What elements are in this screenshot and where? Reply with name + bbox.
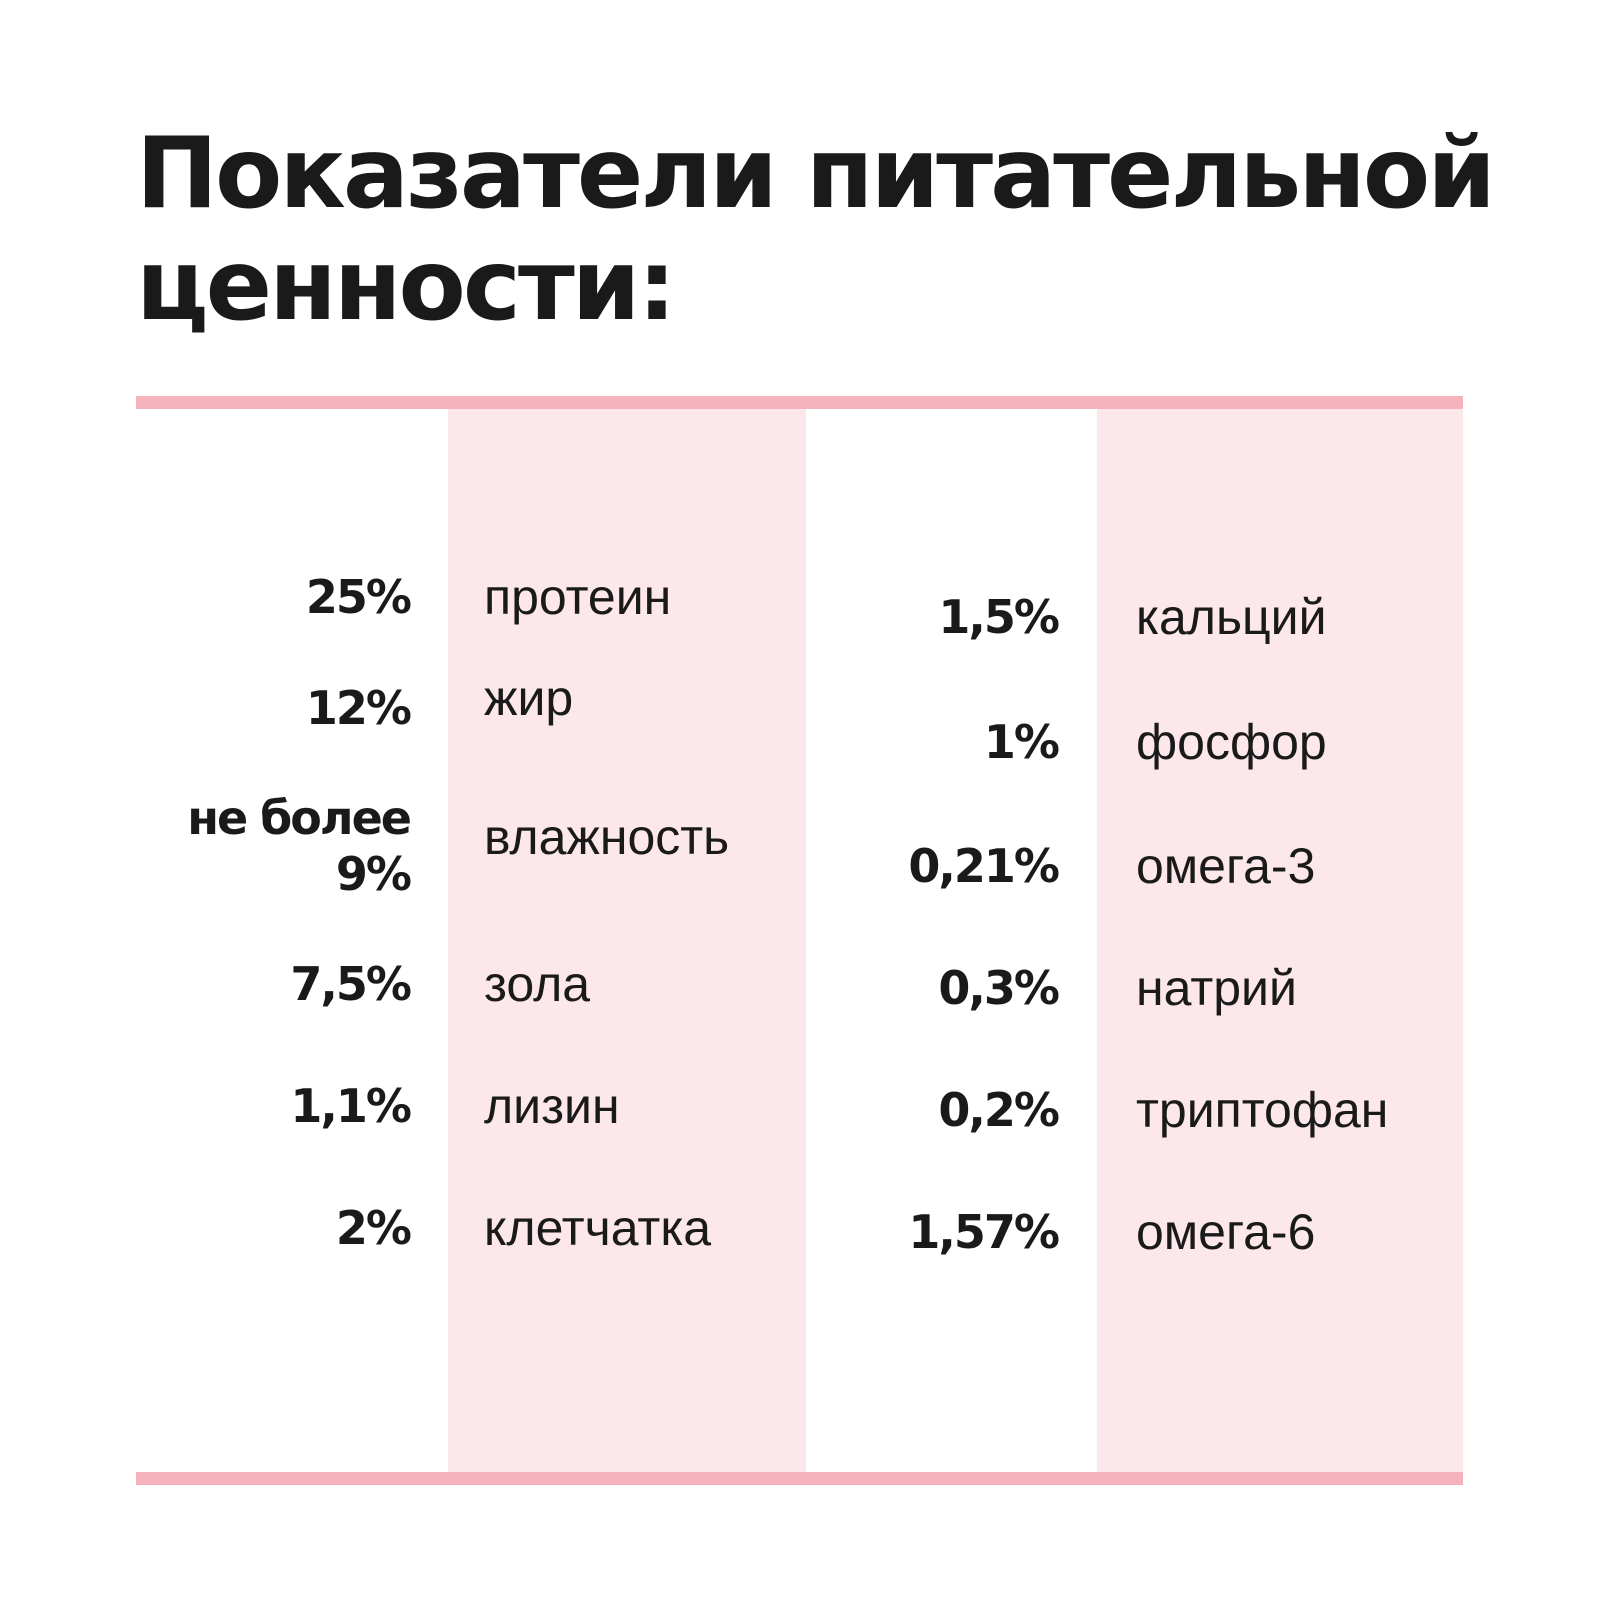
nutrient-value: 0,21% <box>908 839 1060 893</box>
page-title: Показатели питательной ценности: <box>136 117 1496 343</box>
nutrient-value: 1,1% <box>290 1079 412 1133</box>
nutrient-value: 0,3% <box>938 961 1060 1015</box>
nutrient-value: 1% <box>983 715 1060 769</box>
nutrient-label: натрий <box>1136 960 1297 1016</box>
nutrient-label: протеин <box>484 569 672 625</box>
nutrient-value: не более 9% <box>187 791 412 901</box>
nutrient-label: триптофан <box>1136 1082 1389 1138</box>
nutrient-value: 25% <box>305 570 412 624</box>
nutrient-label: омега-3 <box>1136 838 1316 894</box>
nutrient-label: влажность <box>484 809 730 865</box>
nutrient-label: клетчатка <box>484 1200 712 1256</box>
nutrient-value: 12% <box>305 681 412 735</box>
nutrient-value: 2% <box>335 1201 412 1255</box>
nutrient-label: омега-6 <box>1136 1204 1316 1260</box>
nutrient-value: 7,5% <box>290 957 412 1011</box>
left-labels-band <box>448 409 806 1472</box>
nutrient-label: кальций <box>1136 589 1327 645</box>
nutrient-label: лизин <box>484 1078 620 1134</box>
nutrient-value: 1,5% <box>938 590 1060 644</box>
nutrient-label: фосфор <box>1136 714 1327 770</box>
nutrient-value: 0,2% <box>938 1083 1060 1137</box>
top-divider <box>136 396 1463 409</box>
bottom-divider <box>136 1472 1463 1485</box>
nutrient-value: 1,57% <box>908 1205 1060 1259</box>
nutrient-label: зола <box>484 956 591 1012</box>
nutrient-label: жир <box>484 670 574 726</box>
right-labels-band <box>1097 409 1463 1472</box>
